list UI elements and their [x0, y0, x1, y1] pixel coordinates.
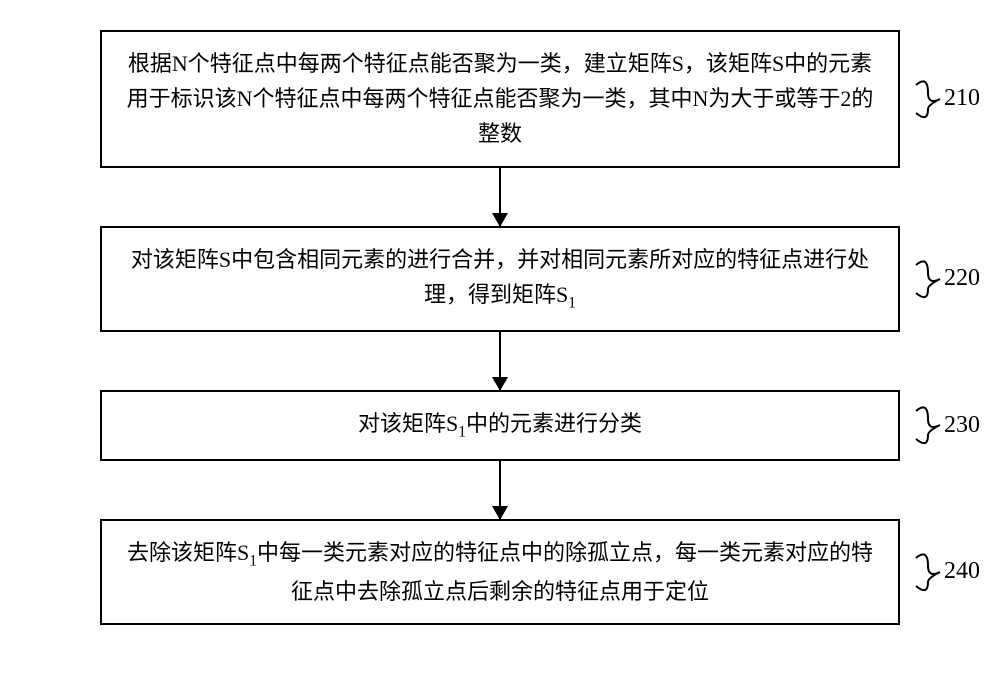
flow-arrow	[499, 332, 501, 390]
flow-box-text: 根据N个特征点中每两个特征点能否聚为一类，建立矩阵S，该矩阵S中的元素用于标识该…	[122, 46, 878, 152]
flow-step: 根据N个特征点中每两个特征点能否聚为一类，建立矩阵S，该矩阵S中的元素用于标识该…	[100, 30, 900, 168]
flow-box-230: 对该矩阵S1中的元素进行分类	[100, 390, 900, 461]
step-number: 230	[944, 412, 980, 439]
flow-arrow	[499, 461, 501, 519]
flowchart-container: 根据N个特征点中每两个特征点能否聚为一类，建立矩阵S，该矩阵S中的元素用于标识该…	[50, 30, 950, 625]
step-label-220: 220	[914, 259, 980, 299]
step-label-230: 230	[914, 405, 980, 445]
flow-box-210: 根据N个特征点中每两个特征点能否聚为一类，建立矩阵S，该矩阵S中的元素用于标识该…	[100, 30, 900, 168]
step-label-240: 240	[914, 552, 980, 592]
curly-brace-icon	[914, 79, 942, 119]
flow-box-text: 对该矩阵S1中的元素进行分类	[358, 406, 642, 445]
flow-box-240: 去除该矩阵S1中每一类元素对应的特征点中的除孤立点，每一类元素对应的特征点中去除…	[100, 519, 900, 625]
curly-brace-icon	[914, 259, 942, 299]
curly-brace-icon	[914, 552, 942, 592]
flow-box-text: 去除该矩阵S1中每一类元素对应的特征点中的除孤立点，每一类元素对应的特征点中去除…	[122, 535, 878, 609]
step-number: 240	[944, 558, 980, 585]
curly-brace-icon	[914, 405, 942, 445]
step-number: 220	[944, 265, 980, 292]
flow-step: 对该矩阵S1中的元素进行分类 230	[100, 390, 900, 461]
flow-box-text: 对该矩阵S中包含相同元素的进行合并，并对相同元素所对应的特征点进行处理，得到矩阵…	[122, 242, 878, 316]
flow-step: 去除该矩阵S1中每一类元素对应的特征点中的除孤立点，每一类元素对应的特征点中去除…	[100, 519, 900, 625]
flow-box-220: 对该矩阵S中包含相同元素的进行合并，并对相同元素所对应的特征点进行处理，得到矩阵…	[100, 226, 900, 332]
step-label-210: 210	[914, 79, 980, 119]
flow-step: 对该矩阵S中包含相同元素的进行合并，并对相同元素所对应的特征点进行处理，得到矩阵…	[100, 226, 900, 332]
flow-arrow	[499, 168, 501, 226]
step-number: 210	[944, 85, 980, 112]
